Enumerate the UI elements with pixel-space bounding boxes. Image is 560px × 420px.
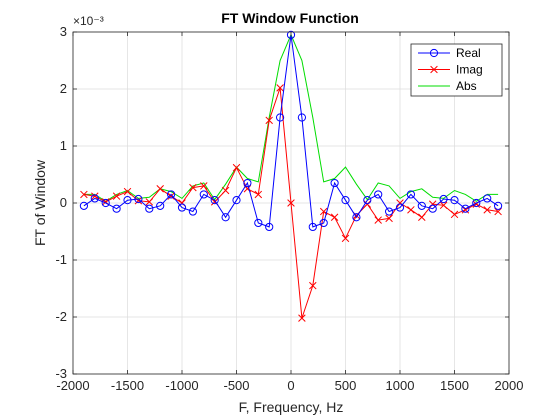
data-point-imag bbox=[439, 201, 448, 210]
data-point-real bbox=[374, 190, 383, 199]
data-point-real bbox=[101, 198, 110, 208]
data-point-real bbox=[276, 113, 285, 122]
data-point-real bbox=[243, 178, 252, 188]
y-tick-label: -2 bbox=[55, 309, 67, 324]
data-point-real bbox=[450, 196, 459, 205]
x-tick-label: 1000 bbox=[386, 378, 415, 393]
x-tick-label: 1500 bbox=[440, 378, 469, 393]
data-point-imag bbox=[232, 163, 241, 172]
x-tick-label: -500 bbox=[223, 378, 249, 393]
tick-layer: -2000 -1500 -1000 -500 0 500 1000 1500 2000 -3 -2 -… bbox=[55, 24, 523, 393]
legend: Real Imag Abs bbox=[410, 43, 503, 97]
y-tick-label: 0 bbox=[60, 195, 67, 210]
data-point-real bbox=[254, 218, 263, 228]
data-point-real bbox=[417, 201, 426, 210]
data-point-imag bbox=[309, 281, 317, 290]
data-point-real bbox=[145, 204, 154, 213]
data-point-real bbox=[90, 194, 99, 203]
y-tick-label: -1 bbox=[55, 252, 67, 267]
data-point-imag bbox=[134, 196, 143, 205]
data-point-real bbox=[385, 207, 394, 216]
data-point-real bbox=[112, 204, 121, 213]
legend-marker-real bbox=[429, 48, 439, 58]
chart-title: FT Window Function bbox=[221, 10, 359, 26]
data-point-imag bbox=[450, 210, 459, 219]
data-point-real bbox=[428, 204, 437, 213]
data-point-real bbox=[330, 178, 339, 188]
y-tick-label: -3 bbox=[55, 366, 67, 381]
legend-label-real: Real bbox=[456, 46, 481, 60]
data-point-imag bbox=[494, 207, 502, 216]
data-point-imag bbox=[112, 192, 121, 200]
y-axis-exponent: ×10⁻³ bbox=[73, 14, 104, 28]
x-tick-label: 0 bbox=[287, 378, 294, 393]
x-tick-label: 500 bbox=[335, 378, 357, 393]
data-point-real bbox=[167, 190, 176, 199]
legend-label-imag: Imag bbox=[456, 63, 483, 77]
data-point-imag bbox=[298, 314, 306, 322]
data-point-real bbox=[134, 194, 143, 204]
data-point-imag bbox=[374, 216, 382, 224]
data-point-real bbox=[232, 196, 241, 205]
data-point-real bbox=[461, 204, 470, 213]
x-tick-label: -1500 bbox=[111, 378, 144, 393]
data-point-imag bbox=[189, 183, 197, 192]
data-point-imag bbox=[276, 84, 284, 92]
x-tick-label: -2000 bbox=[56, 378, 89, 393]
data-point-real bbox=[199, 190, 208, 199]
data-point-imag bbox=[156, 184, 164, 193]
data-point-imag bbox=[287, 199, 295, 207]
data-point-imag bbox=[407, 206, 415, 214]
data-point-imag bbox=[254, 190, 263, 199]
data-point-real bbox=[286, 30, 296, 39]
legend-marker-imag bbox=[430, 65, 438, 74]
data-point-real bbox=[395, 203, 405, 212]
data-point-real bbox=[352, 213, 361, 222]
data-point-imag bbox=[385, 214, 393, 223]
data-point-real bbox=[308, 222, 317, 232]
data-point-imag bbox=[200, 182, 208, 190]
x-tick-label: 2000 bbox=[495, 378, 524, 393]
data-point-real bbox=[472, 198, 481, 208]
data-point-imag bbox=[330, 213, 339, 222]
data-point-real bbox=[297, 113, 306, 122]
data-point-real bbox=[177, 203, 187, 212]
data-point-real bbox=[79, 201, 89, 210]
y-tick-label: 1 bbox=[60, 138, 67, 153]
data-point-real bbox=[265, 222, 274, 232]
data-point-imag bbox=[167, 192, 175, 200]
data-point-real bbox=[210, 196, 219, 205]
data-point-real bbox=[363, 196, 372, 205]
data-point-real bbox=[341, 196, 350, 205]
data-point-real bbox=[221, 213, 230, 222]
y-axis-label: FT of Window bbox=[32, 159, 48, 246]
data-point-imag bbox=[341, 234, 350, 243]
data-point-real bbox=[123, 196, 132, 205]
data-point-imag bbox=[145, 198, 154, 206]
data-point-real bbox=[406, 190, 415, 199]
data-point-real bbox=[156, 201, 165, 210]
data-point-imag bbox=[91, 192, 99, 200]
data-point-real bbox=[319, 218, 328, 228]
data-point-imag bbox=[123, 187, 132, 196]
data-point-real bbox=[483, 194, 492, 203]
data-point-real bbox=[188, 207, 197, 216]
data-point-imag bbox=[483, 206, 491, 214]
data-point-imag bbox=[80, 190, 88, 199]
x-tick-label: -1000 bbox=[165, 378, 198, 393]
data-point-real bbox=[439, 194, 448, 204]
data-point-imag bbox=[418, 213, 426, 222]
data-point-imag bbox=[221, 186, 230, 195]
legend-label-abs: Abs bbox=[456, 79, 477, 93]
x-axis-label: F, Frequency, Hz bbox=[239, 399, 344, 415]
y-tick-label: 3 bbox=[60, 24, 67, 39]
data-point-real bbox=[494, 201, 503, 210]
y-tick-label: 2 bbox=[60, 81, 67, 96]
data-point-imag bbox=[265, 116, 273, 125]
